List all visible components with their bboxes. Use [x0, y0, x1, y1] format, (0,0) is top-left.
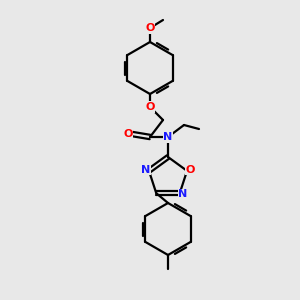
Text: N: N: [164, 132, 172, 142]
Text: O: O: [145, 102, 155, 112]
Text: O: O: [145, 23, 155, 33]
Text: N: N: [141, 165, 151, 175]
Text: O: O: [185, 165, 195, 175]
Text: O: O: [123, 129, 133, 139]
Text: N: N: [178, 189, 188, 199]
